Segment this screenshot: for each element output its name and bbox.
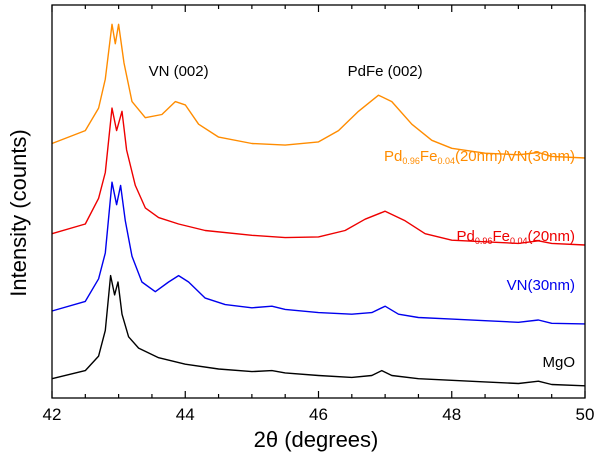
x-tick-label: 46 (309, 405, 328, 424)
labels: 2θ (degrees) Intensity (counts) 42 44 46 48… (6, 63, 594, 452)
series-line-0 (51, 274, 586, 387)
x-tick-label: 42 (43, 405, 62, 424)
series-label-1: VN(30nm) (507, 277, 575, 294)
series-line-2 (51, 107, 586, 246)
peak-annotation-0: VN (002) (149, 63, 209, 80)
series-label-0: MgO (542, 354, 575, 371)
peak-annotation-1: PdFe (002) (348, 63, 423, 80)
series-line-1 (51, 181, 586, 325)
x-tick-label: 48 (442, 405, 461, 424)
series-group (51, 23, 586, 387)
plot-frame (51, 4, 586, 399)
series-line-3 (51, 23, 586, 159)
x-axis-label: 2θ (degrees) (254, 427, 379, 452)
axes (51, 4, 586, 399)
x-tick-label: 44 (176, 405, 195, 424)
y-axis-label: Intensity (counts) (6, 129, 31, 297)
series-label-3: Pd0.96Fe0.04(20nm)/VN(30nm) (384, 148, 575, 166)
series-label-2: Pd0.96Fe0.04(20nm) (457, 228, 575, 246)
x-tick-label: 50 (576, 405, 595, 424)
